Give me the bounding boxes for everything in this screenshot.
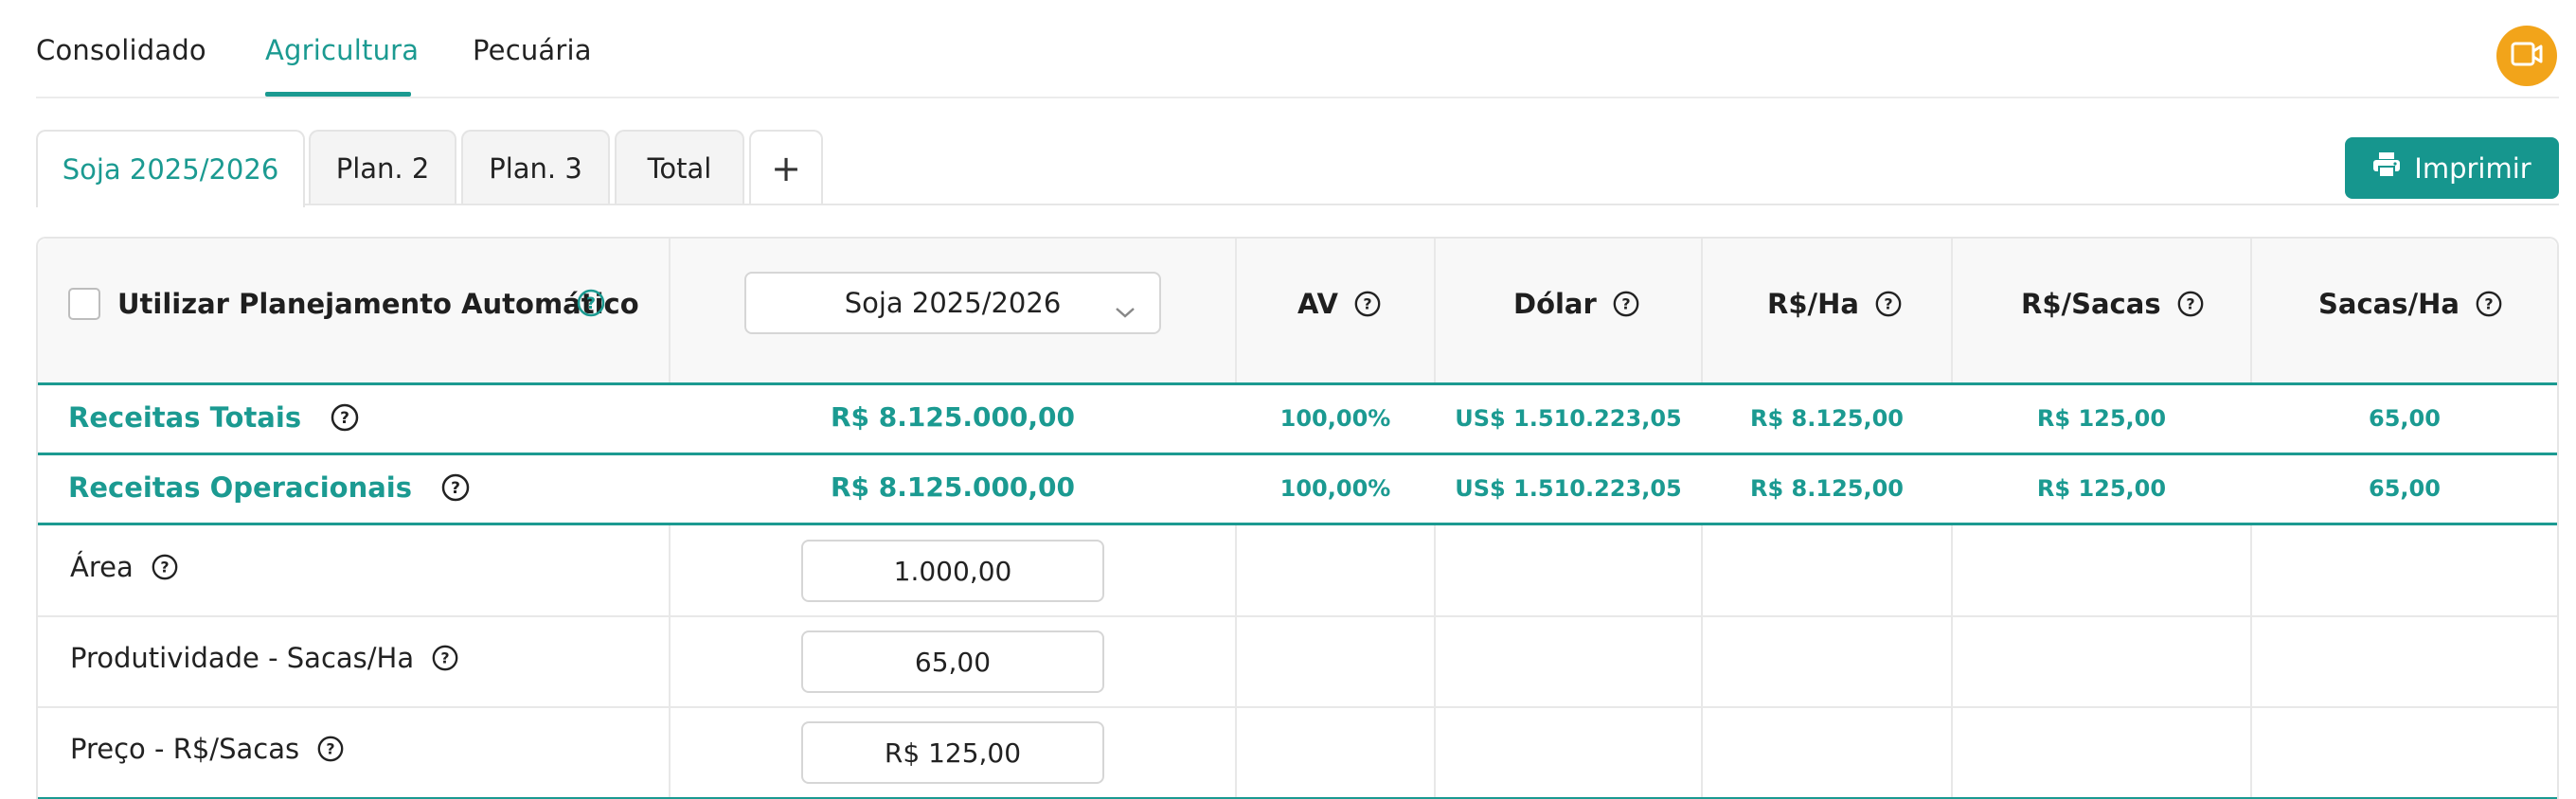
header-av: AV ?: [1297, 288, 1382, 320]
row-label-text: Área: [70, 551, 134, 583]
row-divider: [38, 797, 2557, 799]
column-divider: [2250, 524, 2252, 799]
help-icon[interactable]: ?: [2176, 290, 2205, 318]
help-icon[interactable]: ?: [1874, 290, 1903, 318]
nav-tab-pecuaria[interactable]: Pecuária: [473, 34, 592, 66]
help-icon[interactable]: ?: [1612, 290, 1640, 318]
auto-planning-checkbox[interactable]: [68, 288, 100, 320]
video-call-button[interactable]: [2496, 26, 2557, 86]
receitas-totais-rs-ha: R$ 8.125,00: [1750, 405, 1904, 432]
svg-text:?: ?: [1621, 295, 1630, 313]
help-icon[interactable]: ?: [440, 472, 471, 503]
svg-text:?: ?: [326, 740, 334, 758]
column-divider: [1434, 239, 1436, 384]
header-dolar-label: Dólar: [1513, 288, 1597, 320]
help-icon[interactable]: ?: [2475, 290, 2503, 318]
column-divider: [1434, 524, 1436, 799]
column-divider: [1951, 239, 1953, 384]
header-sacas-ha-label: Sacas/Ha: [2318, 288, 2460, 320]
svg-text:?: ?: [2186, 295, 2194, 313]
help-icon[interactable]: ?: [330, 402, 360, 433]
column-divider: [1951, 524, 1953, 799]
receitas-operacionais-rs-ha: R$ 8.125,00: [1750, 475, 1904, 502]
nav-tab-consolidado[interactable]: Consolidado: [36, 34, 206, 66]
planning-table: Utilizar Planejamento Automático ? Soja …: [36, 237, 2559, 799]
help-icon[interactable]: ?: [151, 553, 179, 581]
row-area-label: Área ?: [70, 551, 179, 583]
column-divider: [1701, 239, 1703, 384]
auto-planning-label: Utilizar Planejamento Automático: [117, 288, 639, 320]
svg-text:?: ?: [441, 649, 450, 667]
row-divider: [38, 382, 2557, 385]
row-label-text: Preço - R$/Sacas: [70, 733, 300, 765]
row-receitas-totais-label: Receitas Totais ?: [68, 401, 360, 434]
plan-tab-soja[interactable]: Soja 2025/2026: [36, 130, 305, 207]
help-icon[interactable]: ?: [431, 644, 459, 672]
row-preco-label: Preço - R$/Sacas ?: [70, 733, 345, 765]
preco-input[interactable]: R$ 125,00: [801, 721, 1104, 784]
header-rs-ha: R$/Ha ?: [1767, 288, 1903, 320]
receitas-operacionais-rs-sacas: R$ 125,00: [2036, 475, 2167, 502]
help-icon[interactable]: ?: [1353, 290, 1382, 318]
svg-text:?: ?: [2484, 295, 2493, 313]
plan-tab-plan-3[interactable]: Plan. 3: [461, 130, 610, 205]
table-header: Utilizar Planejamento Automático ? Soja …: [38, 239, 2557, 384]
svg-text:?: ?: [586, 294, 596, 313]
svg-text:?: ?: [1884, 295, 1892, 313]
column-divider: [1701, 524, 1703, 799]
active-tab-indicator: [265, 92, 411, 97]
row-divider: [38, 615, 2557, 617]
receitas-totais-dolar: US$ 1.510.223,05: [1455, 405, 1682, 432]
header-dolar: Dólar ?: [1513, 288, 1640, 320]
receitas-totais-av: 100,00%: [1279, 405, 1391, 432]
svg-text:?: ?: [160, 559, 169, 577]
svg-text:?: ?: [451, 479, 460, 498]
header-rs-ha-label: R$/Ha: [1767, 288, 1859, 320]
row-divider: [38, 453, 2557, 455]
column-divider: [1235, 239, 1237, 384]
header-sacas-ha: Sacas/Ha ?: [2318, 288, 2503, 320]
column-divider: [669, 239, 671, 384]
help-icon[interactable]: ?: [316, 735, 345, 763]
row-label-text: Produtividade - Sacas/Ha: [70, 642, 415, 674]
row-divider: [38, 706, 2557, 708]
video-camera-icon: [2511, 40, 2543, 72]
row-produtividade-label: Produtividade - Sacas/Ha ?: [70, 642, 459, 674]
produtividade-input[interactable]: 65,00: [801, 630, 1104, 693]
receitas-totais-total: R$ 8.125.000,00: [830, 401, 1076, 433]
header-av-label: AV: [1297, 288, 1338, 320]
column-divider: [2250, 239, 2252, 384]
plan-tab-plan-2[interactable]: Plan. 2: [309, 130, 456, 205]
receitas-operacionais-dolar: US$ 1.510.223,05: [1455, 475, 1682, 502]
printer-icon: [2372, 151, 2401, 185]
column-divider: [1235, 524, 1237, 799]
chevron-down-icon: [1114, 294, 1136, 327]
plan-select[interactable]: Soja 2025/2026: [744, 272, 1161, 334]
tabs-divider: [36, 204, 2559, 205]
header-rs-sacas: R$/Sacas ?: [2021, 288, 2205, 320]
plan-tab-total[interactable]: Total: [615, 130, 744, 205]
receitas-operacionais-sacas-ha: 65,00: [2369, 475, 2441, 502]
receitas-totais-sacas-ha: 65,00: [2369, 405, 2441, 432]
print-button-label: Imprimir: [2414, 151, 2531, 185]
svg-text:?: ?: [340, 409, 349, 428]
row-label-text: Receitas Operacionais: [68, 471, 413, 504]
svg-text:?: ?: [1363, 295, 1371, 313]
receitas-operacionais-total: R$ 8.125.000,00: [830, 471, 1076, 503]
row-divider: [38, 523, 2557, 525]
receitas-operacionais-av: 100,00%: [1279, 475, 1391, 502]
plan-select-value: Soja 2025/2026: [844, 287, 1062, 319]
column-divider: [669, 524, 671, 799]
header-rs-sacas-label: R$/Sacas: [2021, 288, 2161, 320]
print-button[interactable]: Imprimir: [2345, 137, 2559, 199]
area-input[interactable]: 1.000,00: [801, 540, 1104, 602]
add-plan-button[interactable]: +: [749, 130, 823, 205]
row-label-text: Receitas Totais: [68, 401, 302, 434]
main-navigation: Consolidado Agricultura Pecuária: [36, 0, 2559, 98]
help-icon[interactable]: ?: [576, 288, 606, 322]
row-receitas-operacionais-label: Receitas Operacionais ?: [68, 471, 471, 504]
nav-tab-agricultura[interactable]: Agricultura: [265, 34, 420, 66]
receitas-totais-rs-sacas: R$ 125,00: [2036, 405, 2167, 432]
